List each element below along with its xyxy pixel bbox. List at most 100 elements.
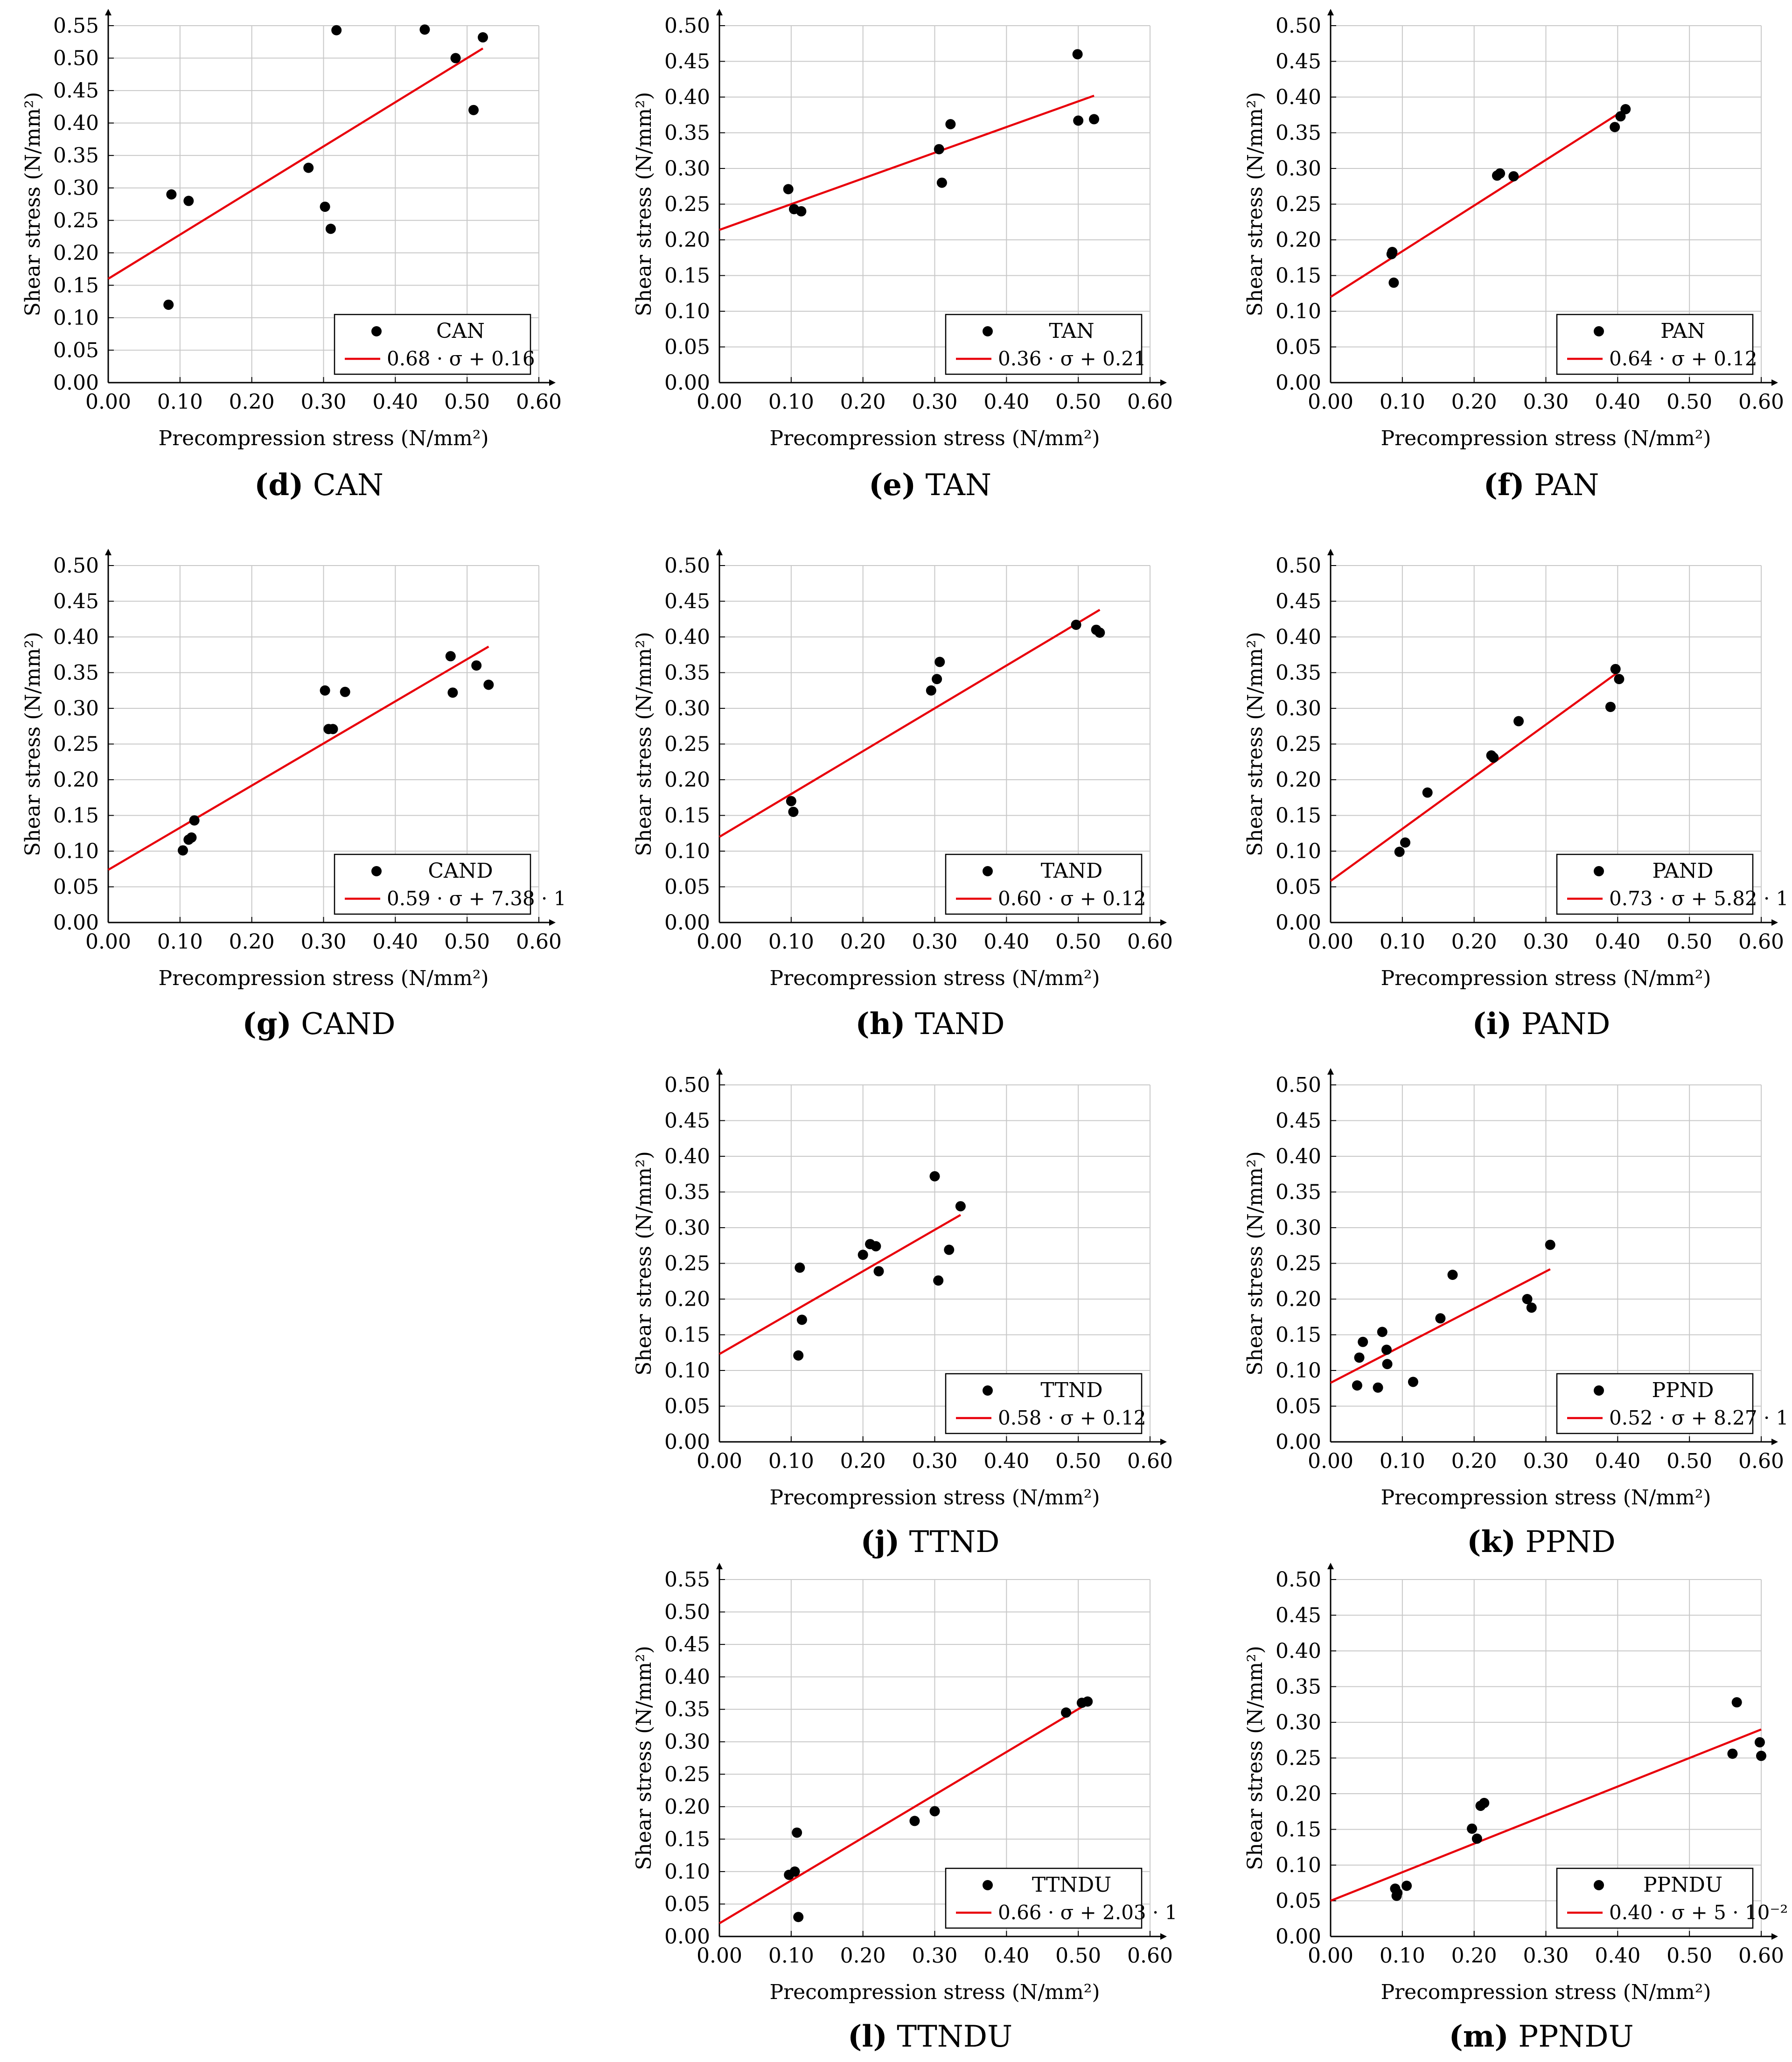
data-point bbox=[1731, 1697, 1742, 1708]
x-tick-label: 0.60 bbox=[1127, 930, 1173, 954]
y-tick-label: 0.55 bbox=[664, 1568, 710, 1592]
y-tick-label: 0.50 bbox=[1276, 1073, 1321, 1097]
y-tick-label: 0.30 bbox=[1276, 697, 1321, 720]
data-point bbox=[934, 144, 944, 154]
x-tick-label: 0.30 bbox=[301, 390, 347, 414]
caption-letter: (d) bbox=[254, 468, 304, 503]
y-tick-label: 0.15 bbox=[664, 804, 710, 828]
data-point bbox=[1381, 1344, 1392, 1355]
data-point bbox=[1614, 674, 1625, 685]
y-axis-label: Shear stress (N/mm²) bbox=[632, 1151, 656, 1376]
legend-fit-label: 0.58 · σ + 0.12 bbox=[998, 1406, 1146, 1429]
y-tick-label: 0.15 bbox=[1276, 264, 1321, 288]
y-tick-label: 0.15 bbox=[664, 264, 710, 288]
y-tick-label: 0.50 bbox=[1276, 1568, 1321, 1592]
data-point bbox=[483, 679, 494, 690]
x-tick-label: 0.40 bbox=[372, 390, 418, 414]
legend: TAND 0.60 · σ + 0.12 bbox=[945, 853, 1146, 915]
x-tick-label: 0.30 bbox=[301, 930, 347, 954]
y-tick-label: 0.00 bbox=[1276, 911, 1321, 935]
data-point bbox=[1382, 1359, 1393, 1370]
y-tick-label: 0.35 bbox=[664, 1698, 710, 1721]
legend-fit-label: 0.66 · σ + 2.03 · 10⁻² bbox=[998, 1901, 1178, 1924]
data-point bbox=[1422, 787, 1433, 798]
legend-series-label: CAN bbox=[436, 319, 485, 343]
data-point bbox=[186, 832, 197, 843]
data-point bbox=[1408, 1377, 1418, 1387]
x-tick-label: 0.50 bbox=[444, 930, 490, 954]
y-tick-label: 0.10 bbox=[664, 300, 710, 323]
legend: PAN 0.64 · σ + 0.12 bbox=[1556, 314, 1757, 375]
data-point bbox=[944, 1244, 955, 1255]
legend-series-label: TTNDU bbox=[1032, 1873, 1111, 1897]
subfigure-caption-ppnd: (k) PPND bbox=[1402, 1524, 1681, 1559]
data-point bbox=[419, 24, 430, 35]
y-tick-label: 0.50 bbox=[664, 1073, 710, 1097]
subfigure-caption-pand: (i) PAND bbox=[1402, 1007, 1681, 1041]
y-tick-label: 0.35 bbox=[1276, 121, 1321, 145]
caption-name: CAND bbox=[291, 1007, 396, 1041]
data-point bbox=[340, 686, 350, 697]
y-tick-label: 0.05 bbox=[1276, 875, 1321, 899]
x-axis-arrow bbox=[1771, 1439, 1778, 1445]
x-axis-label: Precompression stress (N/mm²) bbox=[769, 426, 1100, 450]
x-tick-label: 0.30 bbox=[1523, 1944, 1569, 1968]
x-tick-label: 0.20 bbox=[840, 1449, 886, 1473]
y-tick-label: 0.05 bbox=[664, 336, 710, 359]
data-point bbox=[1615, 111, 1626, 122]
x-tick-label: 0.50 bbox=[1666, 390, 1712, 414]
data-point bbox=[1495, 168, 1506, 179]
y-tick-label: 0.00 bbox=[53, 911, 99, 935]
data-point bbox=[796, 1314, 807, 1325]
subfigure-caption-ppndu: (m) PPNDU bbox=[1402, 2019, 1681, 2054]
legend-series-label: PPNDU bbox=[1643, 1873, 1722, 1897]
x-tick-label: 0.00 bbox=[697, 390, 742, 414]
x-tick-label: 0.10 bbox=[768, 930, 814, 954]
x-tick-label: 0.40 bbox=[983, 930, 1029, 954]
data-point bbox=[166, 189, 177, 200]
y-tick-label: 0.30 bbox=[1276, 1711, 1321, 1734]
subfigure-caption-ttnd: (j) TTND bbox=[790, 1524, 1070, 1559]
y-tick-label: 0.20 bbox=[53, 241, 99, 265]
data-point bbox=[793, 1912, 804, 1922]
y-tick-label: 0.40 bbox=[664, 625, 710, 649]
y-tick-label: 0.25 bbox=[664, 1252, 710, 1276]
chart-panel-tan: 0.00 0.10 0.20 0.30 0.40 0.50 0.60 0.00 0.05 0.10… bbox=[611, 0, 1178, 464]
y-axis-arrow bbox=[716, 1068, 723, 1075]
legend: PAND 0.73 · σ + 5.82 · 10⁻² bbox=[1556, 853, 1792, 915]
y-tick-label: 0.00 bbox=[664, 1925, 710, 1949]
x-tick-label: 0.40 bbox=[983, 390, 1029, 414]
data-point bbox=[450, 53, 461, 63]
legend: CAN 0.68 · σ + 0.16 bbox=[334, 314, 535, 375]
x-tick-label: 0.60 bbox=[1738, 1449, 1784, 1473]
y-tick-label: 0.25 bbox=[664, 733, 710, 756]
caption-name: TTND bbox=[899, 1525, 1000, 1559]
x-tick-label: 0.20 bbox=[1451, 1449, 1497, 1473]
y-axis-label: Shear stress (N/mm²) bbox=[1243, 1646, 1267, 1870]
y-tick-label: 0.25 bbox=[1276, 1252, 1321, 1276]
y-axis-label: Shear stress (N/mm²) bbox=[1243, 632, 1267, 856]
legend-series-label: TAN bbox=[1049, 319, 1094, 343]
x-tick-label: 0.50 bbox=[1055, 390, 1101, 414]
x-tick-label: 0.20 bbox=[840, 390, 886, 414]
y-tick-label: 0.45 bbox=[1276, 50, 1321, 74]
y-tick-label: 0.20 bbox=[664, 1795, 710, 1819]
legend-series-label: CAND bbox=[428, 859, 493, 883]
y-tick-label: 0.30 bbox=[664, 1730, 710, 1754]
x-tick-label: 0.60 bbox=[1127, 1449, 1173, 1473]
y-tick-label: 0.35 bbox=[53, 144, 99, 168]
subfigure-caption-tand: (h) TAND bbox=[790, 1007, 1070, 1041]
y-tick-label: 0.40 bbox=[664, 1145, 710, 1168]
y-tick-label: 0.35 bbox=[1276, 661, 1321, 685]
x-tick-label: 0.10 bbox=[1380, 1449, 1425, 1473]
data-point bbox=[1373, 1382, 1383, 1393]
subfigure-caption-cand: (g) CAND bbox=[179, 1007, 459, 1041]
data-point bbox=[1526, 1302, 1537, 1313]
x-tick-label: 0.40 bbox=[1595, 930, 1640, 954]
legend-marker-icon bbox=[1594, 1385, 1604, 1396]
y-tick-label: 0.45 bbox=[1276, 1604, 1321, 1628]
x-tick-label: 0.10 bbox=[157, 390, 203, 414]
data-point bbox=[789, 1866, 800, 1877]
fit-line bbox=[107, 645, 489, 871]
data-point bbox=[445, 651, 456, 662]
